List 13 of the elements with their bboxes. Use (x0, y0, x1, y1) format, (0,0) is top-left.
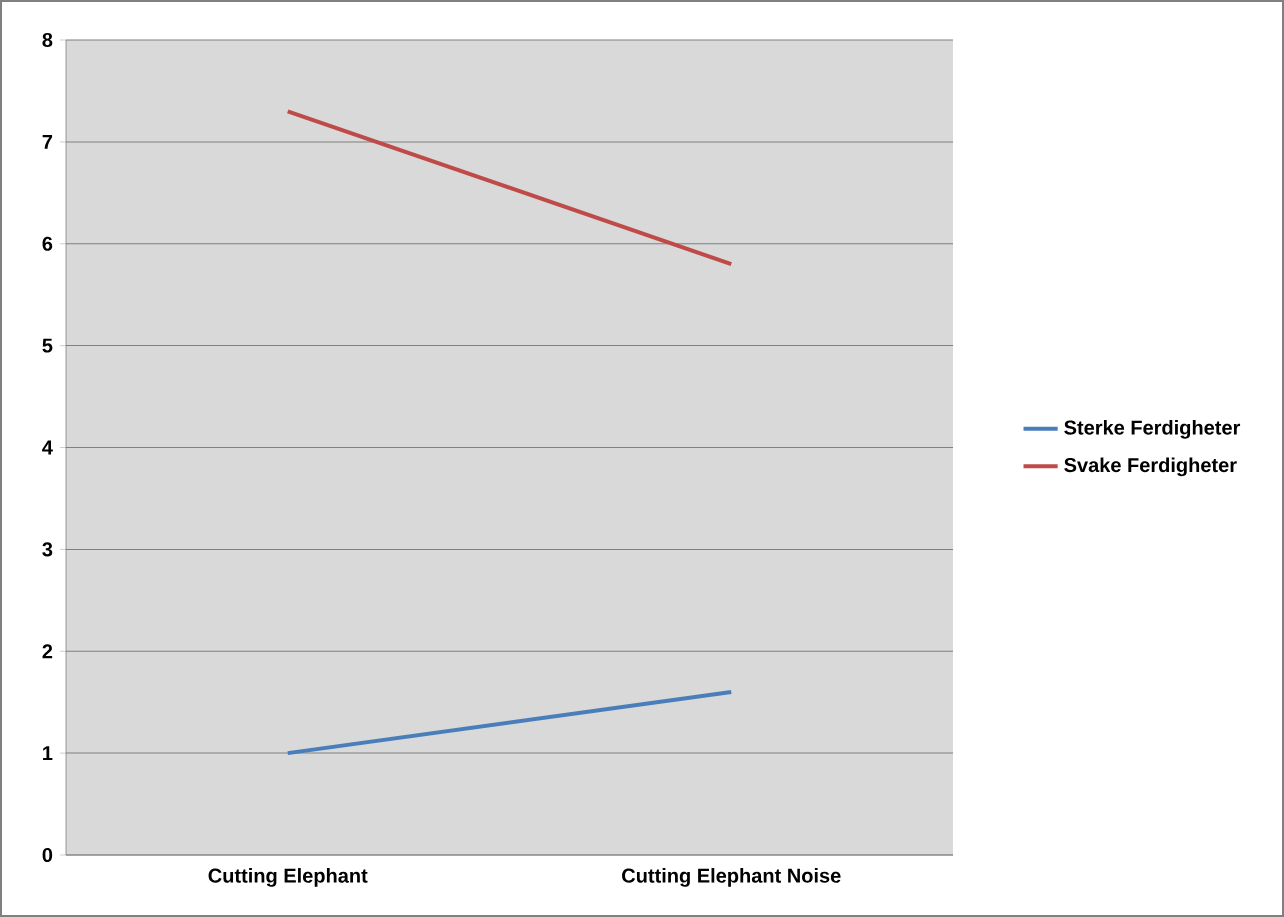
x-tick-label: Cutting Elephant (208, 868, 368, 887)
y-tick-label: 7 (42, 134, 53, 149)
y-tick-label: 0 (42, 847, 53, 863)
legend-label: Svake Ferdigheter (1064, 457, 1237, 477)
y-tick-label: 2 (42, 644, 53, 659)
y-tick-label: 5 (42, 338, 53, 353)
y-tick-label: 1 (43, 746, 53, 760)
x-tick-label: Cutting Elephant Noise (622, 868, 841, 887)
y-tick-label: 8 (42, 32, 53, 48)
y-tick-label: 6 (42, 236, 53, 251)
legend-label: Sterke Ferdigheter (1064, 420, 1241, 439)
y-tick-label: 3 (42, 542, 53, 557)
y-tick-label: 4 (42, 440, 53, 455)
